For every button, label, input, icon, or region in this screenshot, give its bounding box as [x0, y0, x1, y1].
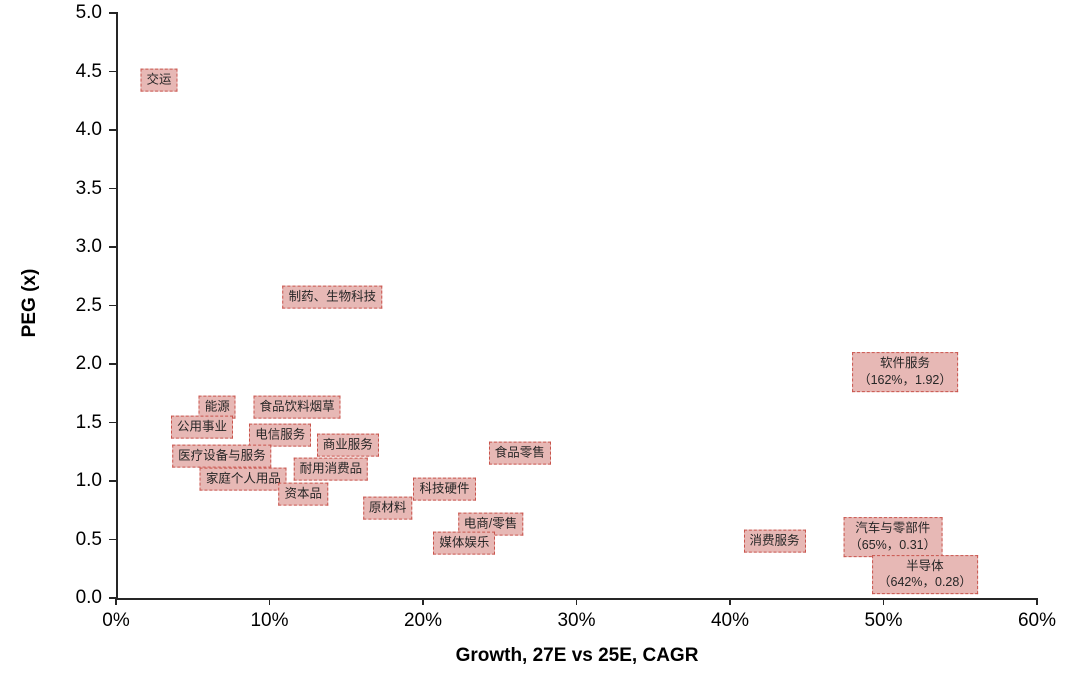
x-tick: [115, 598, 117, 605]
data-label-text: 食品饮料烟草: [259, 399, 335, 414]
data-label-text: 消费服务: [749, 533, 800, 548]
y-tick-label: 3.0: [75, 236, 102, 257]
data-label-box: 软件服务 （162%，1.92）: [852, 352, 958, 393]
data-label-text: 制药、生物科技: [288, 289, 377, 304]
data-label-text: 家庭个人用品: [205, 471, 281, 486]
data-label-text: 食品零售: [494, 445, 545, 460]
y-tick-label: 1.0: [75, 470, 102, 491]
data-label-text: 原材料: [368, 500, 407, 515]
data-label-box: 科技硬件: [413, 477, 476, 501]
data-label-box: 食品零售: [488, 441, 551, 465]
x-tick: [1036, 598, 1038, 605]
y-tick-label: 0.0: [75, 587, 102, 608]
y-tick-label: 4.5: [75, 60, 102, 82]
data-label-text: 公用事业: [176, 419, 227, 434]
y-tick: [109, 70, 116, 73]
data-label-value: （65%，0.31）: [849, 538, 937, 553]
x-tick: [575, 598, 578, 605]
y-tick-label: 2.5: [75, 294, 102, 316]
data-label-text: 交运: [146, 72, 172, 87]
y-tick: [109, 480, 116, 482]
data-label-box: 消费服务: [743, 529, 806, 553]
data-label-text: 软件服务: [879, 356, 930, 371]
data-label-box: 媒体娱乐: [433, 531, 496, 555]
y-tick-label: 3.5: [75, 177, 102, 199]
data-label-text: 能源: [204, 399, 230, 414]
y-tick: [109, 187, 116, 190]
y-tick-label: 4.0: [75, 119, 102, 140]
data-label-box: 公用事业: [170, 415, 233, 439]
y-tick: [109, 363, 116, 365]
data-label-box: 家庭个人用品: [199, 467, 287, 491]
x-tick-label: 20%: [403, 610, 443, 631]
y-tick: [109, 129, 116, 131]
data-label-text: 商业服务: [322, 437, 373, 452]
data-label-value: （162%，1.92）: [858, 373, 952, 388]
data-label-box: 汽车与零部件 （65%，0.31）: [843, 517, 943, 558]
data-label-box: 食品饮料烟草: [253, 395, 341, 419]
y-tick: [109, 246, 116, 248]
data-label-text: 电商/零售: [463, 516, 518, 531]
data-label-text: 耐用消费品: [299, 461, 363, 476]
y-axis-line: [116, 12, 118, 599]
x-tick-label: 0%: [102, 610, 130, 631]
data-label-box: 资本品: [278, 482, 329, 506]
y-tick: [109, 304, 116, 307]
data-label-box: 制药、生物科技: [282, 285, 383, 309]
x-tick-label: 40%: [710, 610, 750, 631]
y-tick: [109, 597, 116, 599]
x-tick-label: 30%: [557, 610, 596, 631]
y-tick-label: 0.5: [75, 528, 102, 550]
y-tick-label: 2.0: [75, 353, 102, 374]
data-label-box: 医疗设备与服务: [172, 444, 272, 468]
data-label-text: 电信服务: [255, 427, 306, 442]
data-label-text: 医疗设备与服务: [178, 448, 266, 463]
x-axis-title: Growth, 27E vs 25E, CAGR: [455, 645, 699, 666]
data-label-box: 耐用消费品: [293, 457, 369, 481]
data-label-text: 汽车与零部件: [855, 521, 931, 536]
x-tick-label: 10%: [250, 610, 289, 631]
y-tick: [109, 538, 116, 541]
y-tick: [109, 12, 116, 14]
y-tick-label: 5.0: [75, 2, 102, 23]
x-tick-label: 50%: [864, 610, 903, 631]
x-tick-label: 60%: [1017, 610, 1057, 631]
data-label-value: （642%，0.28）: [878, 575, 972, 590]
y-tick: [109, 421, 116, 424]
data-label-box: 半导体 （642%，0.28）: [872, 554, 978, 595]
x-tick: [268, 598, 271, 605]
data-label-box: 原材料: [362, 496, 413, 520]
data-label-text: 媒体娱乐: [439, 535, 490, 550]
x-tick: [882, 598, 885, 605]
x-tick: [729, 598, 731, 605]
data-label-box: 电信服务: [249, 423, 312, 447]
y-tick-label: 1.5: [75, 411, 102, 433]
data-label-text: 半导体: [906, 558, 944, 573]
data-label-text: 科技硬件: [419, 481, 470, 496]
data-label-box: 交运: [140, 68, 178, 92]
data-label-text: 资本品: [284, 486, 323, 501]
data-label-box: 商业服务: [316, 433, 379, 457]
x-tick: [422, 598, 424, 605]
